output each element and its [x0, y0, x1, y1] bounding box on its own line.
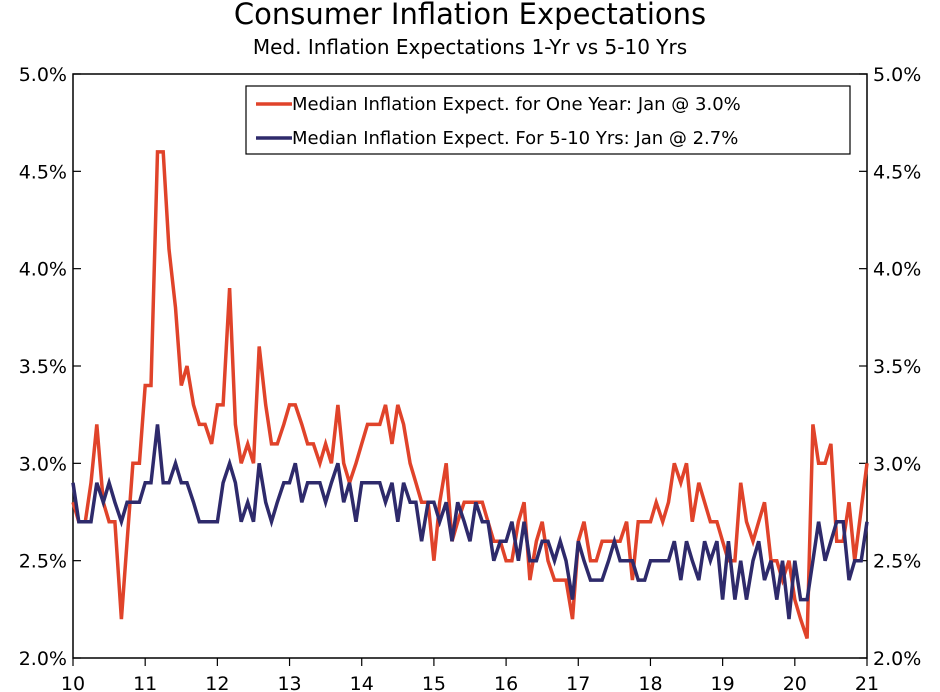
series-line-five-ten-year [71, 424, 869, 620]
y-tick-left-label: 4.5% [19, 161, 67, 183]
series-line-one-year [71, 150, 869, 640]
chart-title: Consumer Inflation Expectations [234, 0, 706, 31]
x-tick-label: 13 [277, 673, 301, 692]
y-tick-right-label: 4.0% [873, 259, 921, 281]
chart-subtitle: Med. Inflation Expectations 1-Yr vs 5-10… [253, 35, 687, 59]
legend-box [245, 85, 851, 155]
x-tick-label: 10 [61, 673, 85, 692]
y-tick-left-label: 2.0% [19, 648, 67, 670]
x-tick-label: 11 [133, 673, 157, 692]
y-axis-right: 2.0% 2.5% 3.0% 3.5% 4.0% 4.5% 5.0% [859, 64, 921, 670]
x-tick-label: 16 [494, 673, 518, 692]
x-tick-label: 21 [855, 673, 879, 692]
y-tick-left-label: 3.5% [19, 356, 67, 378]
x-tick-label: 15 [422, 673, 446, 692]
x-tick-label: 17 [566, 673, 590, 692]
chart-legend: Median Inflation Expect. for One Year: J… [245, 85, 851, 155]
plot-area-frame [72, 73, 868, 659]
x-tick-label: 19 [711, 673, 735, 692]
y-tick-left-label: 5.0% [19, 64, 67, 86]
y-tick-left-label: 2.5% [19, 551, 67, 573]
y-tick-left-label: 3.0% [19, 453, 67, 475]
y-tick-right-label: 4.5% [873, 161, 921, 183]
x-tick-label: 20 [783, 673, 807, 692]
legend-label-five-ten-year: Median Inflation Expect. For 5-10 Yrs: J… [292, 128, 738, 149]
x-tick-label: 12 [205, 673, 229, 692]
y-axis-left: 2.0% 2.5% 3.0% 3.5% 4.0% 4.5% 5.0% [19, 64, 81, 670]
series-layer [71, 150, 869, 640]
y-tick-right-label: 3.5% [873, 356, 921, 378]
x-axis: 10 11 12 13 14 15 16 17 18 19 20 21 [61, 658, 879, 692]
y-tick-right-label: 2.5% [873, 551, 921, 573]
y-tick-right-label: 3.0% [873, 453, 921, 475]
y-tick-right-label: 5.0% [873, 64, 921, 86]
legend-label-one-year: Median Inflation Expect. for One Year: J… [292, 94, 741, 115]
x-tick-label: 18 [638, 673, 662, 692]
y-tick-right-label: 2.0% [873, 648, 921, 670]
y-tick-left-label: 4.0% [19, 259, 67, 281]
x-tick-label: 14 [350, 673, 374, 692]
